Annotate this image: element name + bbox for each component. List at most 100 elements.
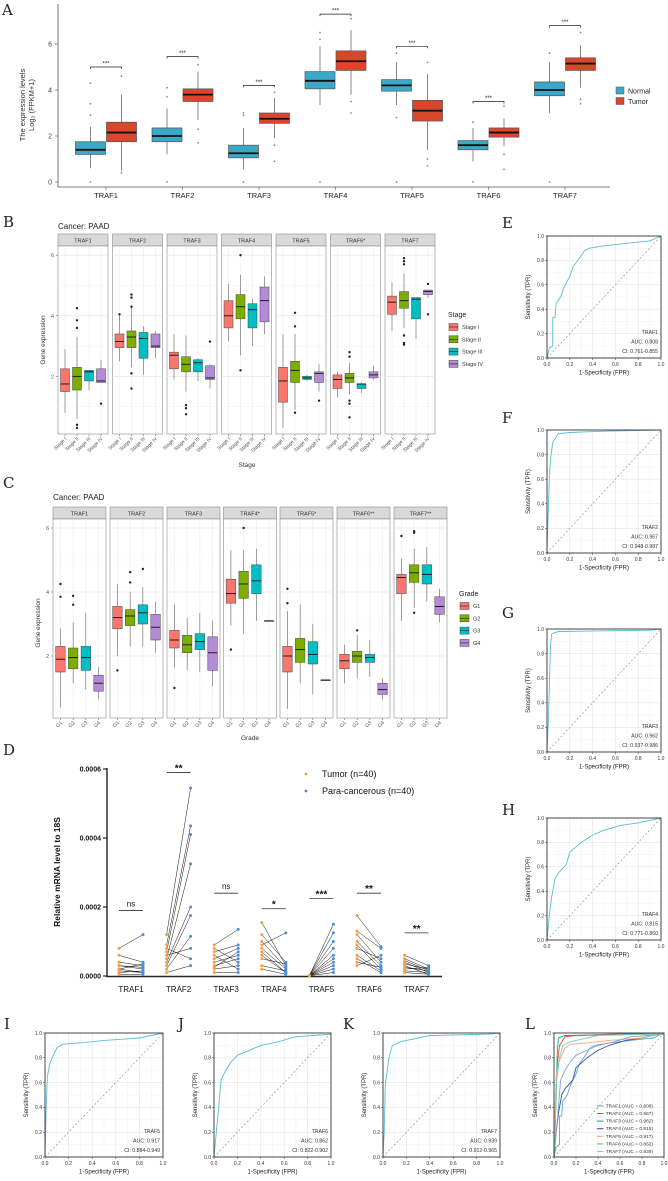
x-tick-label: G1 [396, 720, 405, 729]
facet-panel [221, 245, 272, 435]
x-tick-label: TRAF1 [94, 191, 118, 200]
significance-bracket [549, 25, 581, 28]
y-tick-label: 6 [48, 42, 52, 49]
roc-line-traf7 [382, 1032, 501, 1158]
tumor-point [355, 957, 359, 961]
reference-diagonal [382, 1032, 501, 1158]
facet-label: TRAF6* [346, 239, 366, 245]
tumor-point [117, 967, 121, 971]
box-normal-traf6 [457, 127, 489, 162]
pair-line [356, 934, 382, 963]
x-tick-label: 0.2 [403, 1161, 410, 1167]
outlier-point [75, 319, 79, 322]
auc-label: AUC: 0.815 [631, 922, 658, 928]
x-tick-label: 0.4 [89, 1161, 96, 1167]
y-tick-label: 0.0 [537, 356, 544, 362]
box-g2 [182, 617, 193, 671]
x-tick-label: TRAF6 [356, 985, 382, 994]
y-tick-label: 0.2 [373, 1130, 380, 1136]
box-iqr [169, 630, 180, 649]
outlier-point [395, 181, 398, 183]
tumor-point [165, 967, 169, 971]
y-tick-label: 4 [51, 314, 54, 320]
y-tick-label: 0.4 [35, 1105, 42, 1111]
legend-label: TRAF3 (AUC = 0.962) [606, 1119, 654, 1125]
y-tick-label: 2 [51, 374, 54, 380]
box-iqr [396, 574, 407, 594]
significance-label: ** [365, 884, 373, 895]
box-g3 [364, 640, 375, 677]
y-axis-title: Sensitivity (TPR) [526, 857, 532, 902]
legend-label: TRAF1 (AUC = 0.808) [606, 1103, 654, 1109]
box-iqr [125, 609, 136, 626]
x-tick-label: 0.8 [635, 944, 642, 950]
x-tick-label: G2 [238, 720, 247, 729]
plot-border [213, 1032, 332, 1158]
x-axis-title: 1-Specificity (FPR) [579, 566, 629, 572]
para-cancerous-point [379, 965, 383, 969]
legend-label: G2 [473, 616, 480, 622]
y-axis-title: Log₂ (FPKM+1) [27, 79, 36, 131]
box-g2 [352, 635, 363, 679]
para-cancerous-point [141, 965, 145, 969]
tumor-point [260, 964, 264, 968]
significance-label: ns [127, 899, 135, 908]
y-tick-label: 0.4 [537, 502, 544, 508]
x-tick-label: 1.0 [160, 1161, 167, 1167]
x-tick-label: 1.0 [658, 944, 665, 950]
box-stage-i [223, 283, 234, 342]
pair-line [404, 967, 429, 972]
outlier-point [579, 31, 582, 34]
outlier-point [412, 531, 416, 534]
x-tick-label: 0.4 [589, 362, 596, 368]
legend-label: Para-cancerous (n=40) [322, 786, 414, 796]
box-g1 [225, 550, 236, 626]
tumor-point [165, 964, 169, 968]
para-cancerous-point [236, 927, 240, 931]
y-tick-label: 0.6 [35, 1080, 42, 1086]
y-tick-label: 0.8 [544, 1056, 551, 1062]
y-tick-label: 0.0004 [80, 836, 102, 843]
legend-label: Tumor [628, 99, 649, 106]
box-stage-i [387, 282, 397, 331]
y-tick-label: 0.6 [537, 283, 544, 289]
paired-group-traf7: TRAF7 ** [403, 924, 431, 994]
y-axis-title: Sensitivity (TPR) [526, 668, 532, 713]
box-tumor-traf2 [182, 71, 214, 120]
y-tick-label: 0.4 [544, 1105, 551, 1111]
legend-label: TRAF4 (AUC = 0.815) [606, 1126, 654, 1132]
outlier-point [197, 142, 199, 144]
plot-border [546, 628, 662, 753]
outlier-point [472, 181, 474, 183]
y-tick-label: 0.6 [204, 1080, 211, 1086]
box-stage-iii [356, 382, 367, 394]
facet-panel [279, 518, 334, 719]
tumor-point [212, 971, 216, 975]
y-axis-title: Sensitivity (TPR) [193, 1073, 199, 1118]
box-tumor-traf4 [335, 30, 367, 95]
outlier-point [319, 38, 321, 41]
outlier-point [402, 260, 406, 263]
tumor-point [355, 933, 359, 937]
roc-line-traf1 [546, 235, 662, 359]
pair-line [118, 965, 144, 970]
y-tick-label: 0.6 [373, 1080, 380, 1086]
x-tick-label: G1 [55, 720, 64, 729]
y-tick-label: 0.0 [537, 551, 544, 557]
x-tick-label: G1 [282, 720, 291, 729]
box-stage-iii [411, 297, 421, 339]
legend-label: TRAF5 (AUC = 0.917) [606, 1134, 654, 1140]
outlier-point [118, 313, 121, 316]
box-iqr [182, 634, 193, 654]
box-tumor-traf3 [259, 98, 290, 139]
pair-line [166, 834, 191, 952]
x-tick-label: G2 [409, 720, 418, 729]
chart-title: Cancer: PAAD [58, 222, 110, 231]
legend-label: Stage I [462, 325, 480, 331]
box-g1 [112, 584, 123, 656]
x-tick-label: 0.2 [234, 1161, 241, 1167]
ci-label: CI: 0.912-0.965 [461, 1148, 497, 1154]
x-tick-label: 0.6 [612, 944, 619, 950]
